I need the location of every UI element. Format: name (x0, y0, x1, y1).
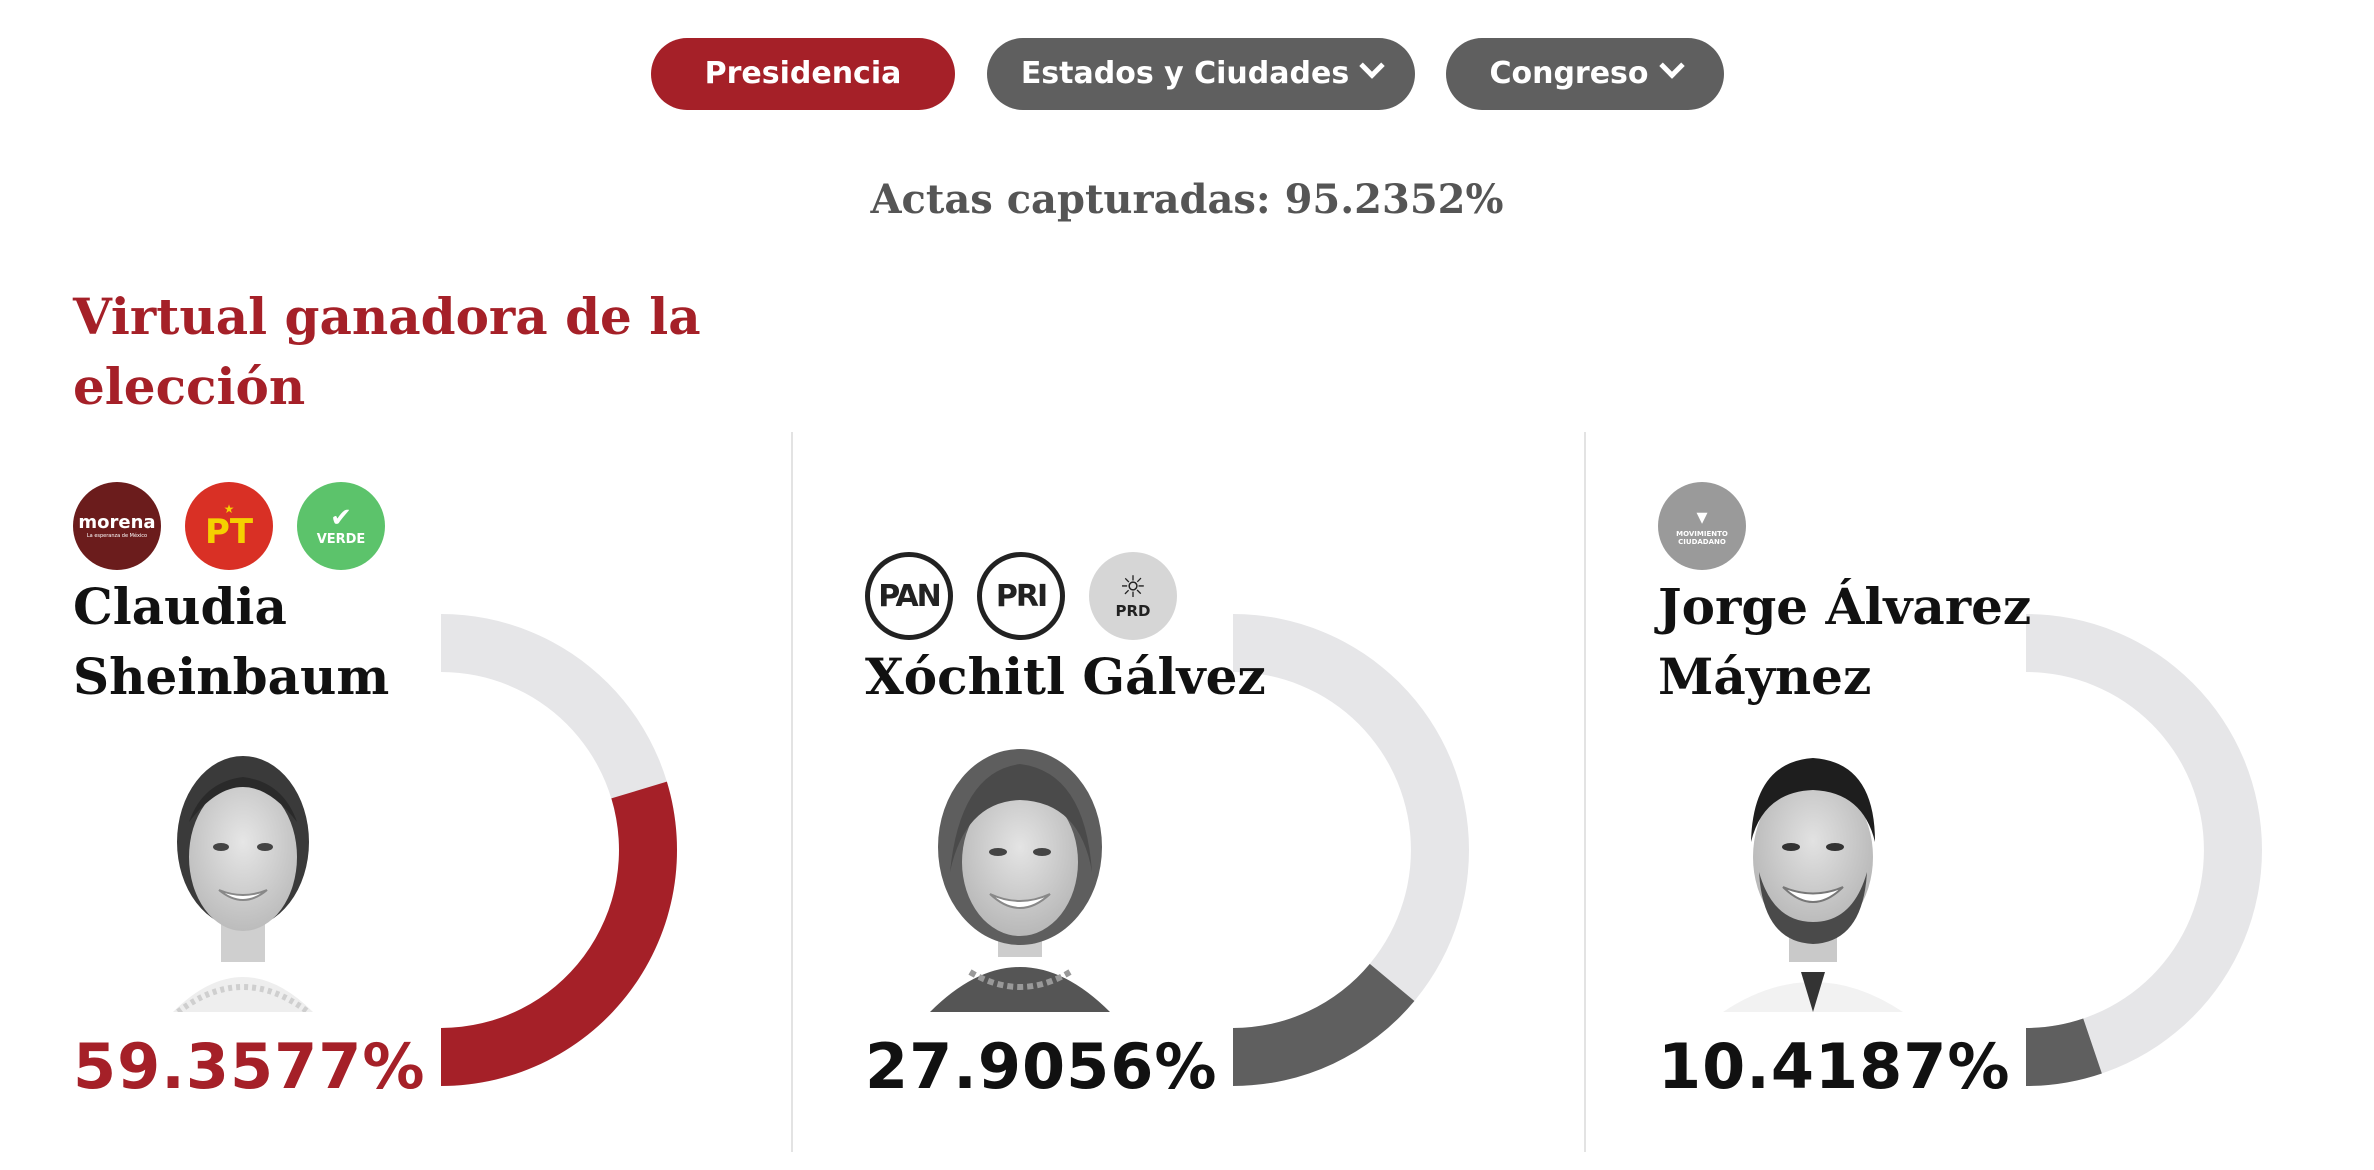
toucan-icon: ✔ (330, 503, 352, 533)
tab-congreso-label: Congreso (1489, 56, 1649, 91)
pri-logo: PRI (977, 552, 1065, 640)
vote-percentage: 10.4187% (1658, 1030, 2011, 1103)
result-gauge (1233, 614, 1469, 1086)
chevron-down-icon (1359, 53, 1385, 79)
column-divider (1584, 432, 1586, 1152)
tab-presidencia[interactable]: Presidencia (651, 38, 955, 110)
candidate-card-galvez: PAN PRI ☼ PRD Xóchitl Gálvez 27.9056% (865, 432, 1565, 1132)
candidate-card-maynez: ▾ MOVIMIENTO CIUDADANO Jorge Álvarez Máy… (1658, 432, 2358, 1132)
vote-percentage: 27.9056% (865, 1030, 1218, 1103)
candidate-name: Jorge Álvarez Máynez (1658, 577, 2032, 706)
star-icon: ★ (223, 502, 235, 516)
verde-logo: ✔ VERDE (297, 482, 385, 570)
candidate-photo (930, 749, 1110, 1012)
gauge-fill (1233, 963, 1415, 1086)
gauge-track (2026, 614, 2262, 1086)
tab-estados-label: Estados y Ciudades (1020, 56, 1350, 91)
section-tabs: Presidencia Estados y Ciudades Congreso (0, 38, 2374, 110)
candidate-name: Xóchitl Gálvez (865, 647, 1266, 706)
tab-congreso[interactable]: Congreso (1446, 38, 1724, 110)
gauge-fill (2026, 1018, 2102, 1086)
gauge-fill (441, 781, 677, 1086)
gauge-track (1233, 614, 1469, 1086)
tab-estados-y-ciudades[interactable]: Estados y Ciudades (987, 38, 1415, 110)
candidate-card-sheinbaum: morena La esperanza de México ★ PT ✔ VER… (73, 432, 773, 1132)
candidate-photo (173, 756, 313, 1012)
column-divider (791, 432, 793, 1152)
tab-presidencia-label: Presidencia (704, 56, 902, 91)
result-gauge (441, 614, 677, 1086)
chevron-down-icon (1658, 53, 1685, 79)
candidate-photo (1723, 758, 1903, 1012)
pan-logo: PAN (865, 552, 953, 640)
candidate-name: Claudia Sheinbaum (73, 577, 390, 706)
morena-logo: morena La esperanza de México (73, 482, 161, 570)
winner-title: Virtual ganadora de la elección (73, 287, 701, 416)
prd-logo: ☼ PRD (1089, 552, 1177, 640)
actas-capturadas: Actas capturadas: 95.2352% (870, 176, 1504, 223)
eagle-icon: ▾ (1696, 505, 1708, 530)
sun-icon: ☼ (1119, 570, 1147, 605)
result-gauge (2026, 614, 2262, 1086)
vote-percentage: 59.3577% (73, 1030, 426, 1103)
movimiento-ciudadano-logo: ▾ MOVIMIENTO CIUDADANO (1658, 482, 1746, 570)
pt-logo: ★ PT (185, 482, 273, 570)
